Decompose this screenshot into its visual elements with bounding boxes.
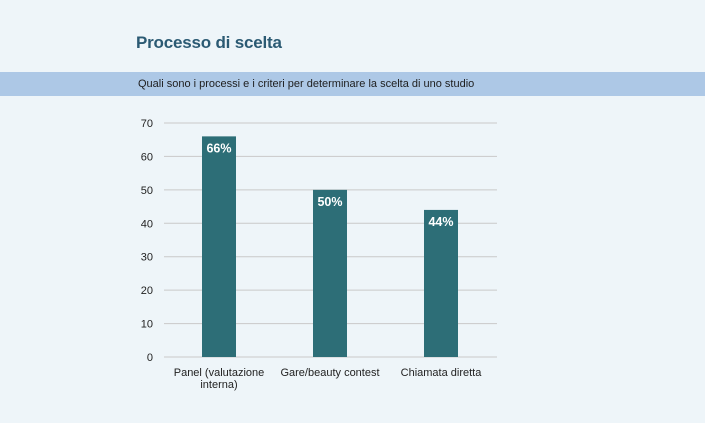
y-tick-label: 30 — [141, 252, 153, 264]
y-tick-label: 0 — [147, 352, 153, 364]
y-tick-label: 50 — [141, 185, 153, 197]
y-tick-label: 60 — [141, 151, 153, 163]
bar — [313, 189, 347, 357]
x-category-label: Panel (valutazione — [174, 367, 265, 379]
bar — [424, 209, 458, 357]
y-tick-label: 40 — [141, 218, 153, 230]
y-tick-label: 20 — [141, 285, 153, 297]
data-label: 50% — [317, 195, 342, 209]
subtitle-banner: Quali sono i processi e i criteri per de… — [0, 72, 705, 96]
y-tick-label: 10 — [141, 319, 153, 331]
data-label: 44% — [428, 215, 453, 229]
data-label: 66% — [206, 141, 231, 155]
x-category-label: Gare/beauty contest — [280, 367, 379, 379]
y-tick-label: 70 — [141, 118, 153, 130]
subtitle-text: Quali sono i processi e i criteri per de… — [138, 78, 475, 90]
bar — [202, 136, 236, 357]
page-title: Processo di scelta — [136, 33, 282, 52]
x-category-label: Chiamata diretta — [401, 367, 483, 379]
x-category-label: interna) — [200, 379, 237, 391]
